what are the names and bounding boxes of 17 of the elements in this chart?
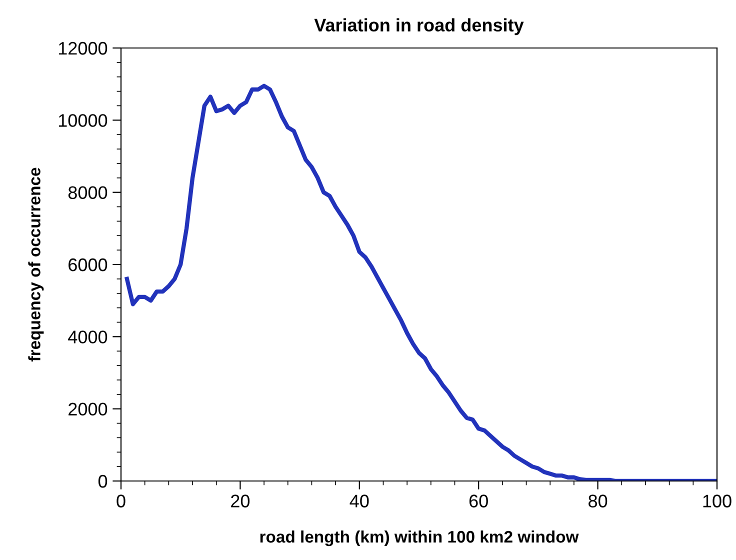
y-axis-title: frequency of occurrence <box>28 168 44 362</box>
x-tick-label: 100 <box>703 494 732 508</box>
y-tick-label: 10000 <box>58 114 108 127</box>
y-tick-label: 12000 <box>58 42 108 55</box>
y-tick-label: 2000 <box>68 402 108 416</box>
y-tick-label: 8000 <box>68 186 108 200</box>
y-tick-label: 6000 <box>68 258 108 272</box>
x-tick-label: 0 <box>116 494 126 508</box>
x-axis-title: road length (km) within 100 km2 window <box>260 530 579 546</box>
y-tick-label: 4000 <box>68 330 108 344</box>
y-tick-label: 0 <box>98 474 108 488</box>
x-tick-label: 60 <box>469 494 488 508</box>
line-series <box>124 84 717 481</box>
x-tick-label: 40 <box>350 494 369 508</box>
x-tick-label: 20 <box>231 494 250 508</box>
x-tick-label: 80 <box>588 494 608 508</box>
chart-title: Variation in road density <box>314 18 524 36</box>
